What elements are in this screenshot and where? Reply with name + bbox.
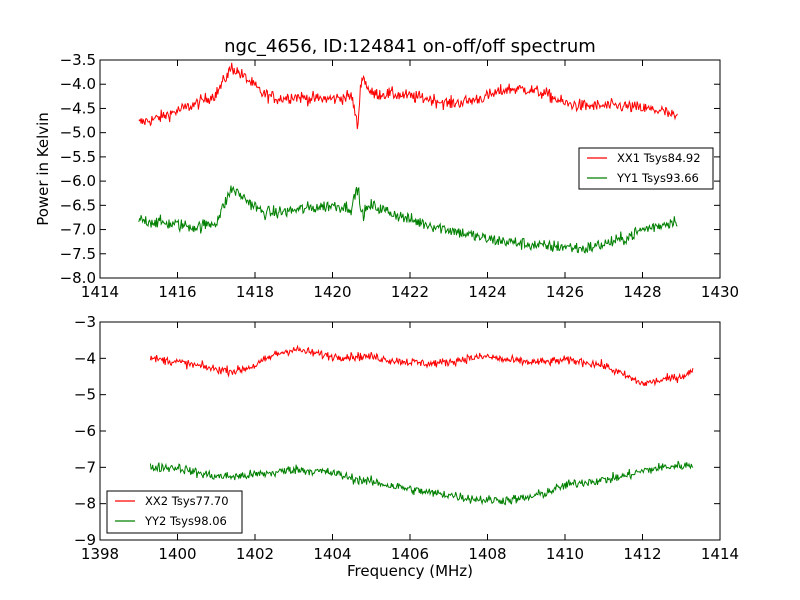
bottom-y-tick-label: −5 [74,386,96,404]
bottom-y-tick-label: −7 [74,458,96,476]
top-x-tick-label: 1426 [546,283,584,301]
top-y-tick-label: −6.5 [60,196,96,214]
legend-label-yy1: YY1 Tsys93.66 [616,171,699,185]
top-series-yy1-line [138,185,678,254]
top-x-tick-label: 1416 [158,283,196,301]
top-x-tick-label: 1414 [81,283,119,301]
legend-label-yy2: YY2 Tsys98.06 [144,514,227,528]
bottom-x-tick-label: 1408 [468,545,506,563]
top-plot-frame [99,59,721,279]
top-series-lines [138,62,678,254]
top-panel: ngc_4656, ID:124841 on-off/off spectrum … [34,36,739,301]
bottom-series-yy2-line [149,460,694,506]
top-y-tick-label: −4.5 [60,99,96,117]
top-y-tick-label: −6.0 [60,172,96,190]
bottom-x-axis-label: Frequency (MHz) [347,562,473,580]
bottom-y-tick-label: −6 [74,422,96,440]
top-y-tick-label: −5.5 [60,148,96,166]
bottom-x-tick-label: 1404 [313,545,351,563]
top-x-tick-label: 1422 [391,283,429,301]
bottom-x-ticks: 1398 1400 1402 1404 1406 1408 1410 1412 1414 [81,322,739,563]
bottom-x-tick-label: 1412 [623,545,661,563]
top-y-tick-label: −3.5 [60,51,96,69]
bottom-series-lines [149,344,694,506]
top-y-tick-label: −4.0 [60,75,96,93]
bottom-x-tick-label: 1410 [546,545,584,563]
top-y-tick-label: −5.0 [60,124,96,142]
bottom-x-tick-label: 1402 [236,545,274,563]
top-y-ticks: −8.0 −7.5 −7.0 −6.5 −6.0 −5.5 −5.0 −4.5 −4.0 −3.5 [60,51,720,287]
bottom-x-tick-label: 1398 [81,545,119,563]
bottom-y-tick-label: −8 [74,495,96,513]
top-x-tick-label: 1420 [313,283,351,301]
chart-title: ngc_4656, ID:124841 on-off/off spectrum [224,36,596,57]
bottom-y-tick-label: −4 [74,349,96,367]
bottom-x-tick-label: 1406 [391,545,429,563]
bottom-panel: Frequency (MHz) 1398 1400 1402 1404 1406 1408… [74,313,739,580]
bottom-series-xx2-line [149,344,694,387]
legend-label-xx2: XX2 Tsys77.70 [145,494,229,508]
legend-label-xx1: XX1 Tsys84.92 [617,151,701,165]
bottom-y-tick-label: −3 [74,313,96,331]
bottom-x-tick-label: 1414 [701,545,739,563]
top-y-tick-label: −7.5 [60,245,96,263]
top-x-tick-label: 1430 [701,283,739,301]
top-series-xx1-line [138,62,678,130]
bottom-legend-box [106,490,243,534]
top-x-tick-label: 1418 [236,283,274,301]
top-legend: XX1 Tsys84.92 YY1 Tsys93.66 [578,147,714,190]
top-y-tick-label: −7.0 [60,221,96,239]
bottom-plot-frame [99,321,721,541]
top-y-axis-label: Power in Kelvin [34,112,52,226]
bottom-y-ticks: −9 −8 −7 −6 −5 −4 −3 [74,313,720,549]
top-x-tick-label: 1424 [468,283,506,301]
top-x-tick-label: 1428 [623,283,661,301]
bottom-legend: XX2 Tsys77.70 YY2 Tsys98.06 [106,490,243,534]
top-y-tick-label: −8.0 [60,269,96,287]
top-x-ticks: 1414 1416 1418 1420 1422 1424 1426 1428 1430 [81,60,739,301]
top-legend-box [578,147,714,190]
bottom-x-tick-label: 1400 [158,545,196,563]
bottom-y-tick-label: −9 [74,531,96,549]
